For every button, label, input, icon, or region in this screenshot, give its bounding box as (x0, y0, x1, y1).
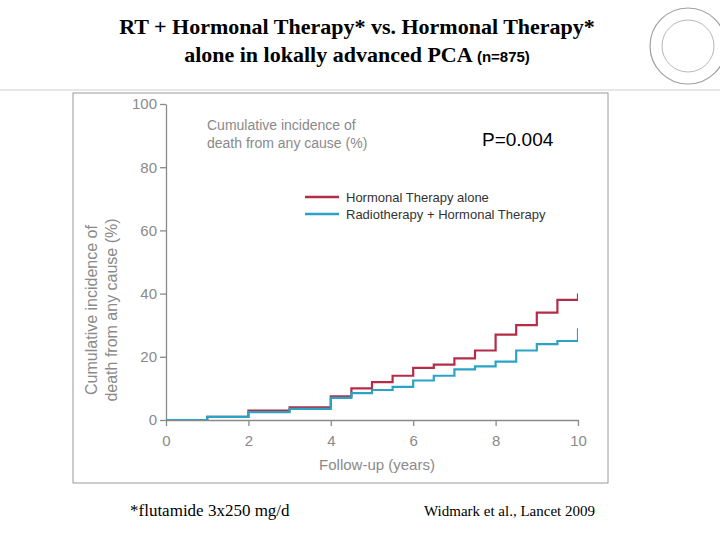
slide: RT + Hormonal Therapy* vs. Hormonal Ther… (0, 0, 720, 540)
source: Widmark et al., Lancet 2009 (424, 503, 595, 519)
plot-title: Cumulative incidence of death from any ca… (207, 117, 367, 151)
x-tick: 0 (162, 420, 170, 449)
y-tick-mark (160, 104, 166, 105)
y-tick-label: 40 (140, 285, 157, 302)
y-tick-mark (160, 230, 166, 231)
plot-title-line: Cumulative incidence of (207, 117, 356, 133)
x-tick-mark (495, 420, 496, 426)
series-line (166, 294, 578, 420)
x-tick-mark (331, 420, 332, 426)
legend-swatch (305, 196, 339, 199)
y-tick: 20 (140, 348, 166, 365)
y-tick: 60 (140, 222, 166, 239)
y-tick-label: 100 (132, 95, 157, 112)
x-tick: 4 (327, 420, 335, 449)
plot-title-line: death from any cause (%) (207, 135, 367, 151)
legend-label: Hormonal Therapy alone (346, 190, 489, 205)
x-tick-label: 6 (410, 432, 418, 449)
title: RT + Hormonal Therapy* vs. Hormonal Ther… (119, 14, 595, 67)
y-tick: 80 (140, 159, 166, 176)
x-tick-label: 10 (570, 432, 587, 449)
y-tick-mark (160, 420, 166, 421)
plot-area (166, 294, 578, 420)
x-axis-label: Follow-up (years) (319, 456, 435, 473)
x-tick: 10 (570, 420, 587, 449)
logo-inner (662, 20, 714, 72)
y-tick: 0 (149, 411, 166, 428)
x-tick: 2 (245, 420, 253, 449)
x-axis: 0 2 4 6 8 10 (162, 420, 587, 449)
title-line: RT + Hormonal Therapy* vs. Hormonal Ther… (119, 14, 595, 39)
y-tick-label: 20 (140, 348, 157, 365)
chart-frame (73, 93, 608, 483)
y-axis-label-line: Cumulative incidence of (83, 225, 100, 395)
x-tick-mark (166, 420, 167, 426)
y-tick-mark (160, 357, 166, 358)
x-tick: 6 (410, 420, 418, 449)
subtitle: (n=875) (477, 48, 530, 65)
y-tick-label: 60 (140, 222, 157, 239)
legend: Hormonal Therapy alone Radiotherapy + Hor… (305, 190, 546, 222)
y-axis-label: Cumulative incidence ofdeath from any ca… (83, 218, 120, 401)
y-tick-mark (160, 167, 166, 168)
x-tick: 8 (492, 420, 500, 449)
legend-swatch (305, 213, 339, 216)
y-tick: 40 (140, 285, 166, 302)
x-tick-mark (578, 420, 579, 426)
x-tick-label: 4 (327, 432, 335, 449)
y-axis-line (166, 105, 167, 421)
logo (650, 8, 720, 84)
legend-label: Radiotherapy + Hormonal Therapy (346, 207, 546, 222)
y-axis-label-line: death from any cause (%) (103, 218, 120, 401)
x-tick-mark (413, 420, 414, 426)
p-value: P=0.004 (482, 129, 554, 150)
x-tick-mark (248, 420, 249, 426)
title-line: alone in lokally advanced PCA (n=875) (184, 42, 530, 67)
title-line: alone in lokally advanced PCA (184, 42, 477, 67)
title-rule (0, 90, 720, 91)
y-tick-mark (160, 293, 166, 294)
x-tick-label: 8 (492, 432, 500, 449)
x-tick-label: 2 (245, 432, 253, 449)
x-tick-label: 0 (162, 432, 170, 449)
y-axis: 0 20 40 60 80 100 (132, 95, 167, 428)
y-tick-label: 80 (140, 159, 157, 176)
x-axis-line (167, 420, 579, 421)
series-line (166, 328, 578, 420)
footnote: *flutamide 3x250 mg/d (130, 501, 290, 520)
y-tick: 100 (132, 95, 166, 112)
logo-ring (650, 8, 720, 84)
y-tick-label: 0 (149, 411, 157, 428)
